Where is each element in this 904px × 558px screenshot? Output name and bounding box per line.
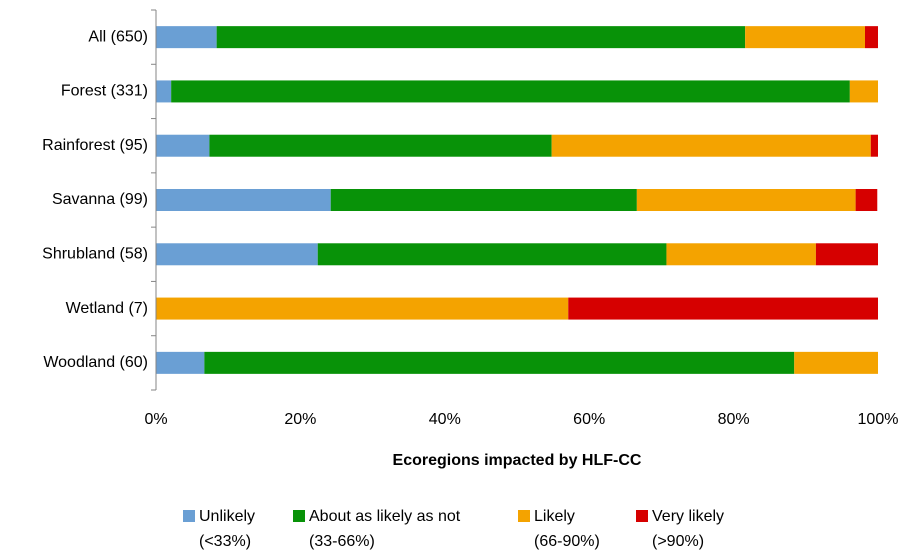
x-tick-label: 0%	[144, 411, 167, 428]
legend-sublabel: (33-66%)	[309, 533, 375, 550]
legend-sublabel: (<33%)	[199, 533, 251, 550]
bar-segment	[330, 189, 637, 211]
legend-label: Likely	[534, 508, 575, 525]
y-tick-label: Wetland (7)	[66, 300, 148, 317]
bar-segment	[745, 26, 866, 49]
bar-segment	[865, 26, 878, 49]
x-axis-title: Ecoregions impacted by HLF-CC	[393, 452, 642, 469]
x-tick-label: 100%	[858, 411, 899, 428]
bar-segment	[666, 243, 816, 266]
y-tick-label: Woodland (60)	[43, 354, 148, 371]
bar-segment	[568, 297, 878, 320]
x-tick-label: 40%	[429, 411, 461, 428]
bar-segment	[209, 134, 552, 157]
legend-label: Unlikely	[199, 508, 255, 525]
y-tick-label: Rainforest (95)	[42, 137, 148, 154]
bar-segment	[156, 243, 318, 266]
bar-segment	[156, 297, 569, 320]
legend-sublabel: (>90%)	[652, 533, 704, 550]
x-tick-label: 20%	[284, 411, 316, 428]
bar-segment	[216, 26, 746, 49]
bar-segment	[171, 80, 850, 103]
x-tick-label: 60%	[573, 411, 605, 428]
bar-segment	[551, 134, 871, 157]
x-tick-label: 80%	[718, 411, 750, 428]
bar-segment	[794, 351, 878, 374]
legend-swatch	[183, 510, 195, 522]
legend-swatch	[518, 510, 530, 522]
legend-swatch	[293, 510, 305, 522]
bar-segment	[815, 243, 878, 266]
bar-segment	[855, 189, 878, 211]
y-tick-label: Shrubland (58)	[42, 246, 148, 263]
bar-segment	[849, 80, 878, 103]
y-tick-label: Forest (331)	[61, 83, 148, 100]
bar-segment	[317, 243, 667, 266]
legend-label: About as likely as not	[309, 508, 461, 525]
bar-segment	[636, 189, 856, 211]
bar-segment	[156, 134, 210, 157]
bar-segment	[156, 80, 172, 103]
bar-segment	[156, 26, 217, 49]
bar-segment	[204, 351, 795, 374]
bar-segment	[156, 351, 205, 374]
legend-swatch	[636, 510, 648, 522]
legend-label: Very likely	[652, 508, 724, 525]
y-tick-label: All (650)	[88, 28, 148, 45]
bar-segment	[156, 189, 331, 211]
bar-segment	[870, 134, 878, 157]
legend-sublabel: (66-90%)	[534, 533, 600, 550]
y-tick-label: Savanna (99)	[52, 191, 148, 208]
